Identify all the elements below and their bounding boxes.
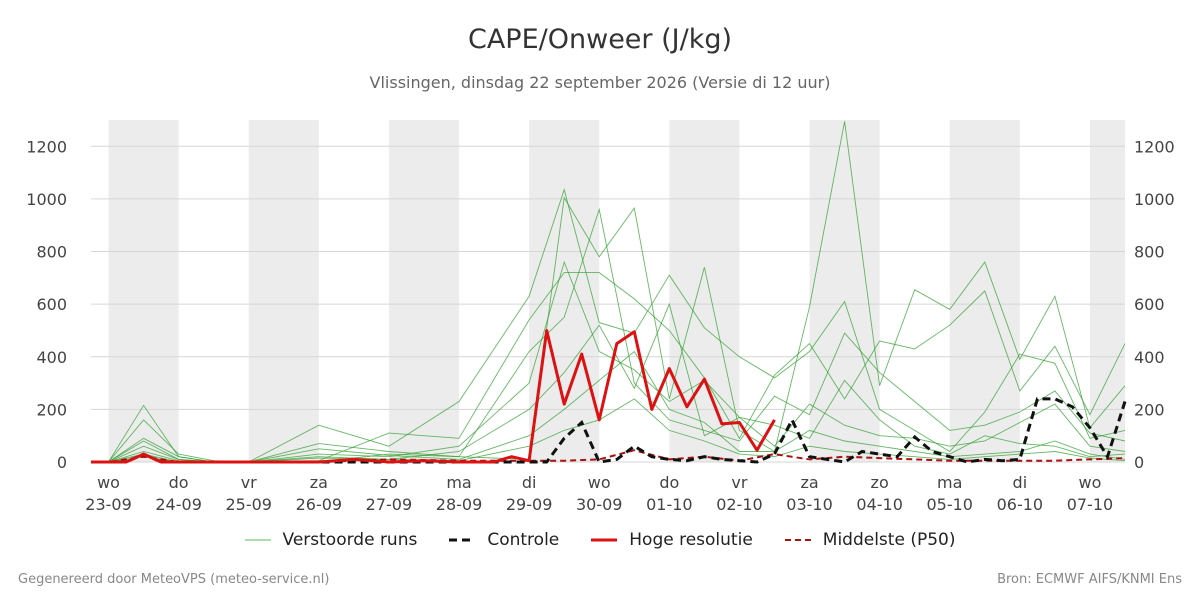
x-tick-day: ma (937, 473, 962, 492)
ensemble-member-line (108, 350, 1126, 463)
x-tick-day: di (522, 473, 537, 492)
day-shade-band (248, 120, 319, 462)
x-tick-day: ma (446, 473, 471, 492)
x-tick-date: 24-09 (155, 495, 202, 514)
legend-label-hires: Hoge resolutie (629, 530, 753, 550)
x-tick-date: 23-09 (85, 495, 132, 514)
x-tick-day: vr (731, 473, 747, 492)
x-tick-date: 29-09 (506, 495, 553, 514)
day-shade-band (1089, 120, 1125, 462)
legend-swatch-hires (591, 538, 618, 542)
x-tick-day: wo (588, 473, 611, 492)
control-line (91, 397, 1127, 464)
y-tick-label-left: 800 (36, 243, 67, 262)
x-tick-day: wo (97, 473, 120, 492)
legend-swatch-p50 (784, 539, 811, 541)
legend-item-p50: Middelste (P50) (784, 530, 956, 550)
y-tick-label-left: 0 (57, 453, 67, 472)
y-tick-label-left: 600 (36, 295, 67, 314)
x-tick-date: 05-10 (926, 495, 973, 514)
x-tick-date: 01-10 (646, 495, 693, 514)
day-shade-band (529, 120, 600, 462)
x-tick-date: 04-10 (856, 495, 903, 514)
legend-label-control: Controle (487, 530, 560, 550)
y-tick-label-right: 1000 (1134, 190, 1175, 209)
y-tick-label-right: 0 (1134, 453, 1144, 472)
legend-label-perturbed: Verstoorde runs (282, 530, 418, 550)
y-tick-label-left: 1000 (26, 190, 67, 209)
hires-line (91, 329, 776, 464)
legend-item-perturbed: Verstoorde runs (244, 530, 418, 550)
y-tick-label-left: 400 (36, 348, 67, 367)
x-tick-date: 30-09 (576, 495, 623, 514)
x-tick-day: do (169, 473, 189, 492)
x-tick-date: 28-09 (436, 495, 483, 514)
legend-swatch-perturbed (244, 539, 271, 541)
legend-item-control: Controle (449, 530, 559, 550)
y-tick-label-right: 200 (1134, 400, 1165, 419)
x-tick-date: 27-09 (366, 495, 413, 514)
x-tick-day: za (310, 473, 328, 492)
x-tick-day: di (1013, 473, 1028, 492)
x-tick-day: zo (380, 473, 398, 492)
footer-source: Bron: ECMWF AIFS/KNMI Ens (997, 572, 1182, 587)
x-tick-date: 03-10 (786, 495, 833, 514)
x-tick-date: 26-09 (296, 495, 343, 514)
x-tick-date: 07-10 (1067, 495, 1114, 514)
footer-generated-by: Gegenereerd door MeteoVPS (meteo-service… (18, 572, 330, 587)
y-tick-label-left: 1200 (26, 137, 67, 156)
x-tick-date: 25-09 (225, 495, 272, 514)
y-tick-label-right: 1200 (1134, 137, 1175, 156)
legend-label-p50: Middelste (P50) (822, 530, 956, 550)
day-shade-band (809, 120, 880, 462)
x-tick-day: vr (241, 473, 257, 492)
ensemble-member-line (108, 207, 1126, 463)
y-tick-label-right: 800 (1134, 243, 1165, 262)
chart-title: CAPE/Onweer (J/kg) (467, 24, 732, 55)
x-tick-date: 06-10 (997, 495, 1044, 514)
chart-legend: Verstoorde runs Controle Hoge resolutie … (0, 530, 1200, 550)
legend-item-hires: Hoge resolutie (591, 530, 753, 550)
x-tick-date: 02-10 (716, 495, 763, 514)
day-shade-band (388, 120, 460, 462)
x-tick-day: zo (871, 473, 889, 492)
legend-swatch-control (449, 538, 476, 542)
x-tick-day: wo (1079, 473, 1102, 492)
y-tick-label-right: 400 (1134, 348, 1165, 367)
y-tick-label-right: 600 (1134, 295, 1165, 314)
x-tick-day: za (800, 473, 818, 492)
day-shade-band (108, 120, 179, 462)
ensemble-member-line (108, 188, 1126, 463)
y-tick-label-left: 200 (36, 400, 67, 419)
x-tick-day: do (659, 473, 679, 492)
chart-subtitle: Vlissingen, dinsdag 22 september 2026 (V… (369, 73, 831, 92)
